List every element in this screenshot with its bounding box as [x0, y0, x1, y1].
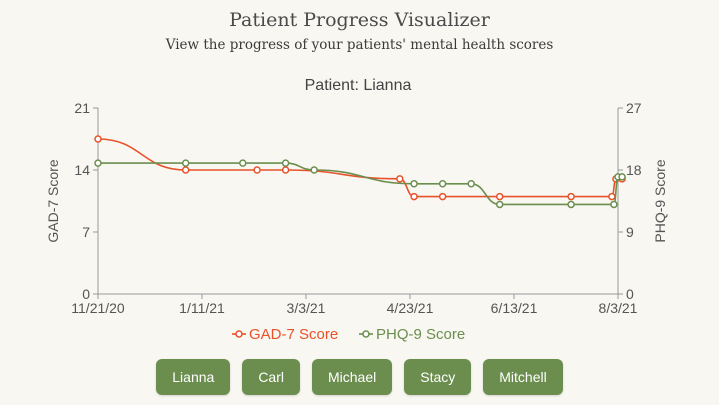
y-left-tick-label: 14: [74, 162, 90, 178]
data-point-gad7: [181, 166, 190, 174]
legend-label-phq9: PHQ-9 Score: [376, 326, 465, 343]
y-left-tick-label: 7: [82, 224, 90, 240]
legend-marker-phq9: [362, 330, 370, 338]
y-right-tick-label: 0: [626, 286, 634, 302]
data-point-phq9: [281, 159, 290, 167]
patient-button-bar: Lianna Carl Michael Stacy Mitchell: [0, 359, 719, 395]
x-tick-label: 4/23/21: [387, 300, 434, 316]
x-tick-label: 1/11/21: [179, 300, 225, 316]
patient-button-stacy[interactable]: Stacy: [404, 359, 472, 395]
patient-button-lianna[interactable]: Lianna: [156, 359, 231, 395]
patient-button-michael[interactable]: Michael: [311, 359, 393, 395]
y-left-tick-label: 21: [74, 100, 90, 116]
x-tick-label: 6/13/21: [491, 300, 538, 316]
data-point-phq9: [410, 180, 418, 188]
data-point-phq9: [495, 200, 504, 209]
data-point-phq9: [438, 180, 447, 188]
progress-chart: Patient: Lianna 0 7 14 21 0 9 18 27 11/21/20 1/11/…: [45, 77, 668, 343]
data-point-phq9: [94, 159, 102, 167]
data-point-phq9: [610, 200, 618, 209]
y-left-tick-label: 0: [82, 286, 90, 302]
page-subtitle: View the progress of your patients' ment…: [165, 37, 554, 53]
data-point-phq9: [239, 159, 247, 167]
x-tick-label: 8/3/21: [599, 300, 638, 316]
x-tick-label: 11/21/20: [71, 300, 125, 316]
page-title: Patient Progress Visualizer: [229, 9, 490, 31]
data-point-gad7: [438, 192, 447, 201]
y-right-tick-label: 27: [626, 100, 642, 116]
y-right-tick-label: 9: [626, 224, 634, 240]
y-right-tick-label: 18: [626, 162, 642, 178]
data-point-gad7: [396, 175, 404, 183]
data-point-gad7: [608, 192, 616, 201]
data-point-gad7: [253, 166, 261, 174]
y-right-axis-label: PHQ-9 Score: [652, 159, 668, 242]
legend-marker-gad7: [235, 330, 243, 338]
series-line-gad7: [97, 138, 623, 198]
data-point-phq9: [181, 159, 190, 167]
patient-button-carl[interactable]: Carl: [242, 359, 300, 395]
data-point-phq9: [618, 173, 626, 181]
data-point-gad7: [567, 192, 575, 201]
x-tick-label: 3/3/21: [287, 300, 326, 316]
data-point-gad7: [94, 135, 102, 143]
data-point-phq9: [467, 180, 475, 188]
y-left-axis-label: GAD-7 Score: [45, 159, 61, 242]
legend-label-gad7: GAD-7 Score: [249, 326, 338, 343]
data-point-gad7: [495, 192, 504, 201]
data-point-gad7: [410, 192, 418, 201]
chart-title: Patient: Lianna: [305, 77, 412, 94]
data-point-phq9: [310, 166, 318, 174]
data-point-phq9: [567, 200, 575, 209]
data-point-gad7: [281, 166, 290, 174]
patient-button-mitchell[interactable]: Mitchell: [483, 359, 563, 395]
